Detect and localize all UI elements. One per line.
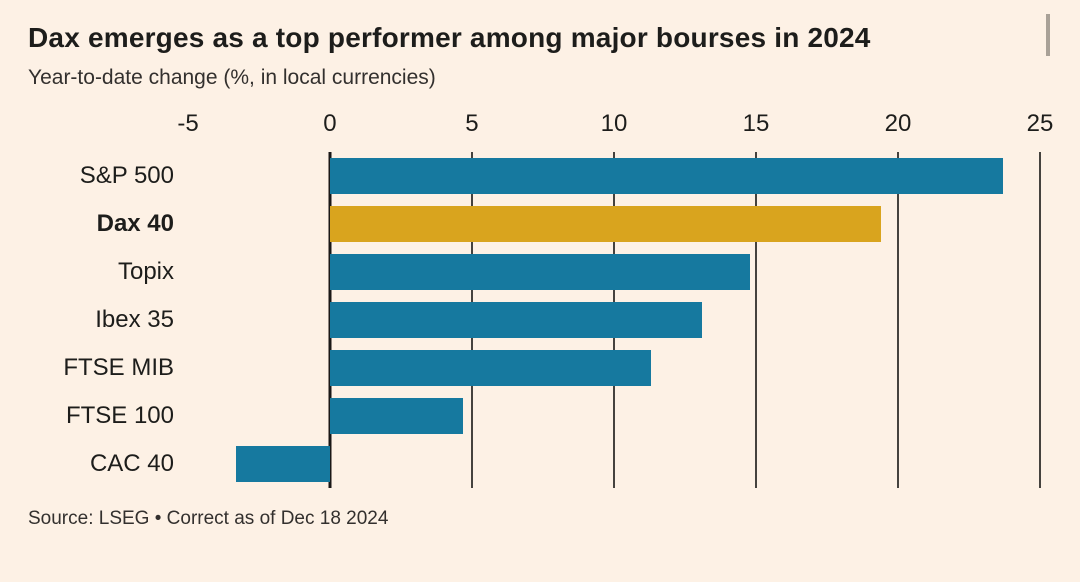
value-bar — [329, 302, 703, 338]
row-plot-area — [188, 200, 1040, 248]
bar-chart: -5 0 5 10 15 20 25 S&P 500 Dax 40 Topix Ibex 35 FT… — [28, 110, 1053, 488]
category-label: Dax 40 — [96, 210, 174, 237]
category-label: Topix — [117, 258, 174, 285]
chart-row: FTSE 100 — [28, 392, 1040, 440]
chart-row: Topix — [28, 248, 1040, 296]
value-bar — [329, 350, 651, 386]
chart-row: Ibex 35 — [28, 296, 1040, 344]
page-title: Dax emerges as a top performer among maj… — [28, 22, 871, 53]
x-tick-label: -5 — [177, 110, 199, 137]
category-label: CAC 40 — [89, 450, 174, 477]
chart-row: S&P 500 — [28, 152, 1040, 200]
row-plot-area — [188, 296, 1040, 344]
value-bar — [329, 398, 464, 434]
chart-subtitle: Year-to-date change (%, in local currenc… — [28, 66, 436, 89]
value-bar — [329, 206, 881, 242]
value-bar — [329, 254, 751, 290]
row-plot-area — [188, 392, 1040, 440]
chart-row: Dax 40 — [28, 200, 1040, 248]
row-plot-area — [188, 344, 1040, 392]
x-tick-label: 5 — [465, 110, 479, 137]
x-axis: -5 0 5 10 15 20 25 — [177, 110, 1053, 152]
x-tick-label: 10 — [600, 110, 628, 137]
chart-row: FTSE MIB — [28, 344, 1040, 392]
value-bar — [329, 158, 1004, 194]
category-label: FTSE 100 — [65, 402, 174, 429]
title-rule-icon — [1046, 14, 1050, 56]
source-note: Source: LSEG • Correct as of Dec 18 2024 — [28, 508, 389, 529]
x-tick-label: 25 — [1026, 110, 1054, 137]
category-label: Ibex 35 — [95, 306, 174, 333]
chart-row: CAC 40 — [28, 440, 1040, 488]
x-tick-label: 0 — [323, 110, 337, 137]
row-plot-area — [188, 152, 1040, 200]
value-bar — [236, 446, 330, 482]
x-tick-label: 15 — [742, 110, 770, 137]
category-label: S&P 500 — [79, 162, 174, 189]
row-plot-area — [188, 440, 1040, 488]
category-label: FTSE MIB — [63, 354, 174, 381]
x-tick-label: 20 — [884, 110, 912, 137]
chart-rows: S&P 500 Dax 40 Topix Ibex 35 FTSE MIB FTSE 10… — [28, 152, 1040, 488]
row-plot-area — [188, 248, 1040, 296]
